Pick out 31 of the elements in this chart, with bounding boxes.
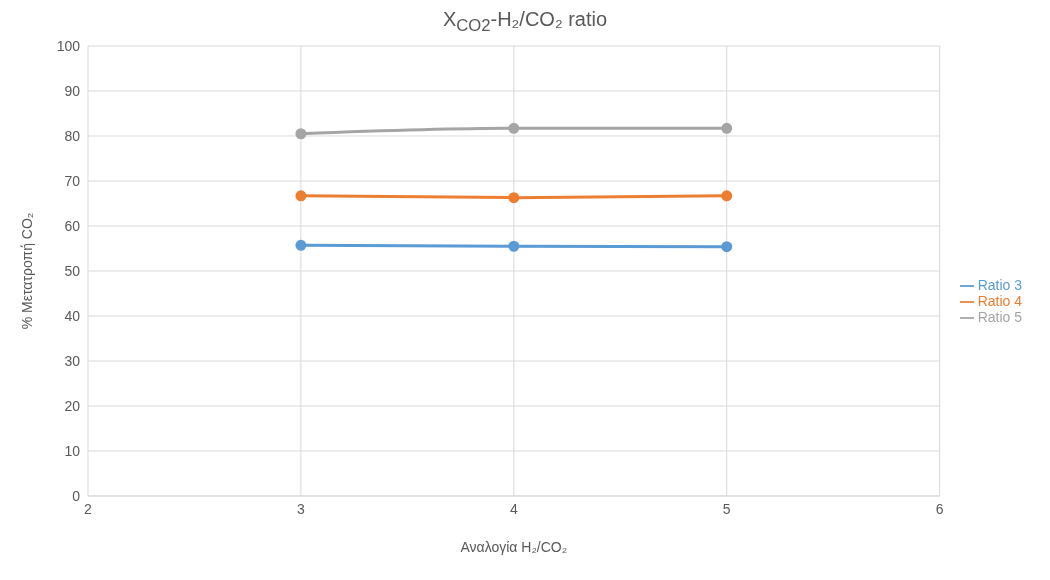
x-tick-label: 5: [722, 500, 731, 517]
point: [295, 190, 307, 202]
point: [295, 239, 307, 251]
y-tick-label: 100: [56, 37, 81, 54]
x-axis-title: Αναλογία H₂/CO₂: [460, 539, 568, 555]
y-tick-label: 60: [64, 217, 81, 234]
y-tick-label: 70: [64, 172, 81, 189]
legend-label: Ratio 5: [977, 309, 1022, 326]
y-tick-label: 30: [64, 352, 81, 369]
y-tick-label: 50: [64, 262, 81, 279]
point: [508, 240, 520, 252]
y-tick-label: 80: [64, 127, 81, 144]
legend-label: Ratio 4: [977, 292, 1022, 309]
y-tick-label: 0: [72, 487, 81, 504]
point: [721, 241, 733, 253]
x-tick-label: 4: [509, 500, 518, 517]
y-tick-label: 40: [64, 307, 81, 324]
y-tick-label: 10: [64, 442, 81, 459]
legend-label: Ratio 3: [977, 276, 1022, 293]
x-tick-label: 3: [297, 500, 306, 517]
point: [295, 128, 307, 140]
y-tick-label: 90: [64, 82, 81, 99]
point: [508, 122, 520, 134]
x-tick-label: 2: [84, 500, 93, 517]
x-tick-label: 6: [935, 500, 944, 517]
chart-title: X$_{CO2}$-H₂/CO₂ ratio: [441, 8, 609, 36]
y-axis-title: % Μετατροπή CO₂: [19, 212, 35, 330]
point: [721, 190, 733, 202]
point: [721, 122, 733, 134]
y-tick-label: 20: [64, 397, 81, 414]
point: [508, 192, 520, 204]
